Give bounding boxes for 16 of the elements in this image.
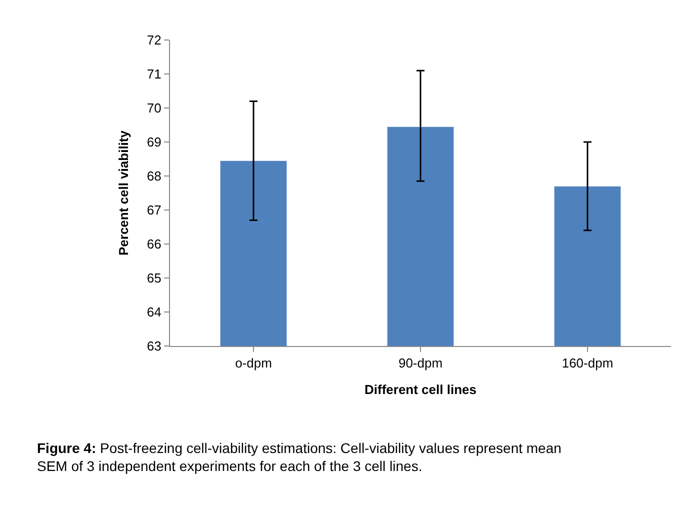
x-axis-title: Different cell lines: [364, 382, 476, 398]
caption: Figure 4: Post-freezing cell-viability estimations: Cell-viability values represent mean SEM of 3 independent experiments for each of the 3 cell lines.: [37, 440, 562, 474]
y-tick-label: 63: [146, 338, 162, 354]
y-tick-label: 70: [146, 100, 162, 116]
y-tick-label: 71: [146, 66, 162, 82]
x-tick-label: 160-dpm: [562, 356, 614, 371]
y-tick-label: 68: [146, 168, 162, 184]
x-tick-label: 90-dpm: [398, 356, 443, 371]
y-tick-label: 66: [146, 236, 162, 252]
x-tick-label: o-dpm: [235, 356, 272, 371]
y-tick-label: 69: [146, 134, 162, 150]
y-tick-label: 65: [146, 270, 162, 286]
y-axis-title: Percent cell viability: [116, 130, 131, 256]
y-tick-label: 67: [146, 202, 162, 218]
y-tick-label: 72: [146, 32, 162, 48]
y-tick-label: 64: [146, 304, 162, 320]
